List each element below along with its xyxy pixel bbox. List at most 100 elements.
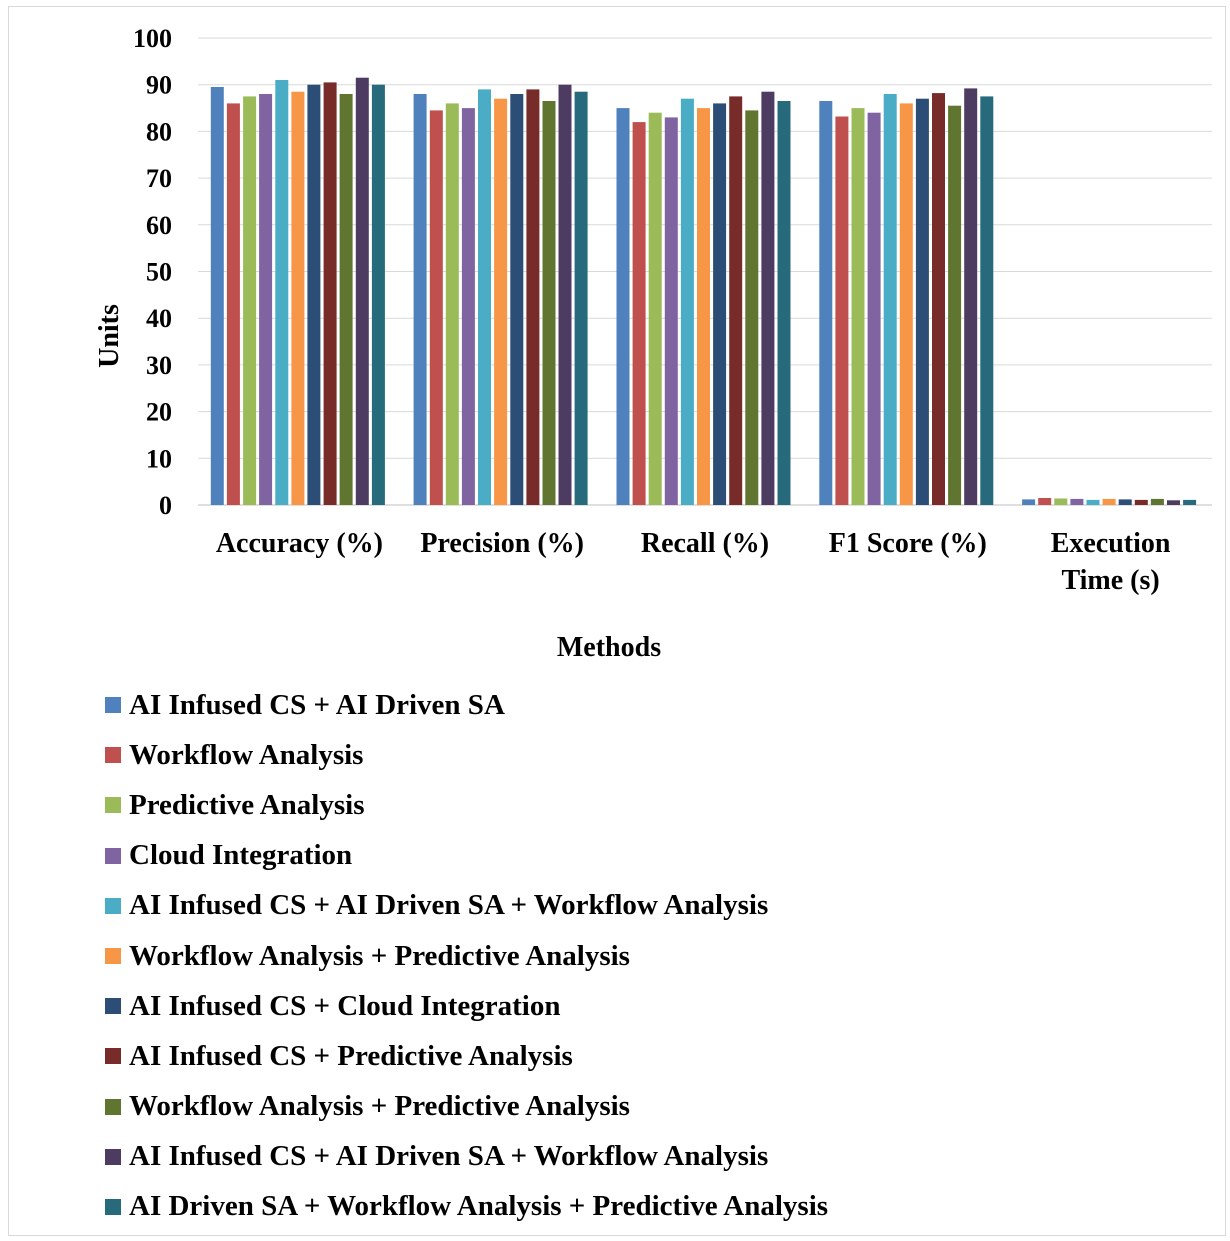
- y-tick-label: 80: [146, 117, 172, 146]
- bar: [1038, 498, 1052, 505]
- legend-swatch: [105, 1148, 121, 1165]
- bar: [915, 98, 929, 505]
- legend-swatch: [105, 747, 121, 764]
- x-category-label: Recall (%): [641, 528, 769, 559]
- bar: [243, 96, 257, 506]
- legend-label: AI Infused CS + AI Driven SA + Workflow …: [129, 889, 769, 922]
- legend-label: AI Infused CS + AI Driven SA: [129, 688, 505, 721]
- bar: [323, 82, 337, 506]
- legend-label: AI Infused CS + Cloud Integration: [129, 989, 561, 1022]
- bars: [210, 77, 1197, 506]
- legend-swatch: [105, 847, 121, 864]
- bar: [883, 94, 897, 505]
- legend-swatch: [105, 948, 121, 965]
- bar: [1102, 498, 1116, 505]
- legend-item: AI Infused CS + AI Driven SA: [105, 680, 828, 730]
- bar: [226, 103, 240, 506]
- y-tick-label: 20: [146, 398, 172, 427]
- legend-label: AI Infused CS + AI Driven SA + Workflow …: [129, 1140, 769, 1173]
- legend-label: Cloud Integration: [129, 839, 353, 872]
- x-category-labels: Accuracy (%) Precision (%) Recall (%) F1 Sc…: [216, 528, 1171, 596]
- legend-label: Workflow Analysis + Predictive Analysis: [129, 939, 630, 972]
- bar: [851, 108, 865, 505]
- legend-item: AI Infused CS + AI Driven SA + Workflow …: [105, 881, 828, 931]
- bar: [275, 80, 289, 505]
- x-category-label: Accuracy (%): [216, 528, 383, 559]
- bar: [964, 88, 978, 506]
- legend-swatch: [105, 998, 121, 1015]
- legend-item: AI Driven SA + Workflow Analysis + Predi…: [105, 1182, 828, 1232]
- bar: [1167, 500, 1180, 505]
- y-axis-title: Units: [94, 304, 125, 368]
- y-tick-label: 0: [159, 491, 172, 520]
- x-category-label: Execution Time (s): [1051, 528, 1171, 596]
- legend-item: Predictive Analysis: [105, 780, 828, 830]
- bar: [980, 96, 994, 506]
- legend-item: Workflow Analysis + Predictive Analysis: [105, 1082, 828, 1132]
- bar: [648, 112, 662, 505]
- bar: [729, 96, 743, 506]
- bar: [761, 91, 775, 505]
- chart-frame: [8, 6, 1226, 1236]
- legend-label: AI Driven SA + Workflow Analysis + Predi…: [129, 1190, 829, 1223]
- bar: [429, 110, 443, 506]
- bar: [478, 89, 491, 506]
- y-tick-label: 10: [146, 444, 172, 473]
- legend-item: AI Infused CS + Predictive Analysis: [105, 1031, 828, 1081]
- y-tick-labels: 0 10 20 30 40 50 60 70 80 90 100: [133, 24, 172, 520]
- bar: [574, 91, 588, 505]
- bar: [461, 108, 475, 505]
- bar: [558, 84, 572, 505]
- legend-swatch: [105, 897, 121, 914]
- legend-swatch: [105, 697, 121, 714]
- legend-label: Workflow Analysis + Predictive Analysis: [129, 1090, 630, 1123]
- legend-swatch: [105, 1048, 121, 1065]
- bar: [510, 94, 524, 505]
- bar: [664, 117, 678, 506]
- legend-label: Predictive Analysis: [129, 788, 365, 821]
- bar: [1086, 499, 1100, 505]
- bar: [1150, 498, 1164, 505]
- bar: [948, 105, 962, 505]
- legend: AI Infused CS + AI Driven SA Workflow Ana…: [105, 680, 828, 1232]
- x-category-label: F1 Score (%): [829, 528, 987, 559]
- y-tick-label: 30: [146, 351, 172, 380]
- bar: [899, 103, 913, 506]
- bar-chart: 0 10 20 30 40 50 60 70 80 90 100 Accuracy (%) Preci…: [94, 24, 1212, 663]
- bar: [713, 103, 727, 506]
- x-axis-title: Methods: [557, 632, 661, 663]
- legend-item: Workflow Analysis: [105, 730, 828, 780]
- bar: [1022, 499, 1036, 505]
- y-tick-label: 50: [146, 258, 172, 287]
- bar: [819, 101, 833, 505]
- bar: [1118, 499, 1132, 505]
- bar: [932, 93, 945, 505]
- bar: [867, 112, 881, 505]
- bar: [413, 94, 427, 505]
- bar: [494, 98, 508, 505]
- y-tick-label: 60: [146, 211, 172, 240]
- bar: [291, 91, 305, 505]
- bar: [307, 84, 321, 505]
- bar: [259, 94, 273, 505]
- bar: [835, 116, 849, 505]
- x-category-label: Precision (%): [420, 528, 584, 559]
- bar: [1134, 499, 1148, 505]
- bar: [339, 94, 353, 505]
- legend-swatch: [105, 797, 121, 814]
- bar: [1054, 498, 1068, 505]
- bar: [355, 77, 369, 505]
- y-tick-label: 70: [146, 164, 172, 193]
- bar: [542, 101, 556, 505]
- bar: [1070, 498, 1084, 505]
- legend-label: AI Infused CS + Predictive Analysis: [129, 1039, 573, 1072]
- legend-item: Workflow Analysis + Predictive Analysis: [105, 931, 828, 981]
- bar: [697, 108, 710, 505]
- bar: [1183, 499, 1197, 505]
- bar: [777, 101, 791, 505]
- bar: [680, 98, 694, 505]
- y-tick-label: 90: [146, 71, 172, 100]
- legend-item: AI Infused CS + Cloud Integration: [105, 981, 828, 1031]
- bar: [526, 89, 540, 506]
- bar: [745, 110, 759, 506]
